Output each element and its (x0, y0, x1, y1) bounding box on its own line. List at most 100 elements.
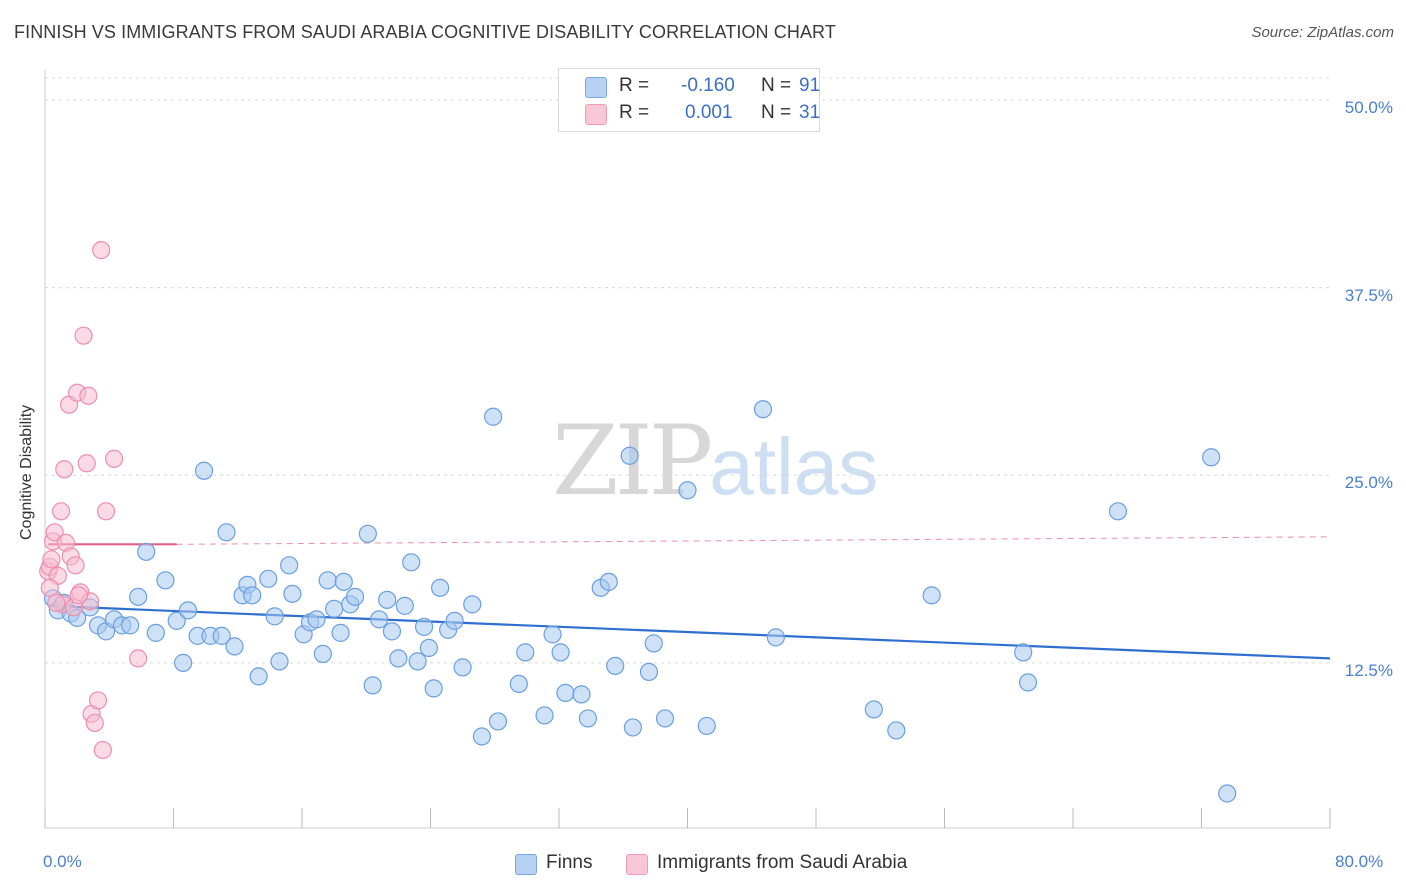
finns-point (389, 649, 408, 668)
finns-point (212, 626, 231, 645)
saudi-point (129, 649, 148, 668)
y-tick-label: 50.0% (1344, 98, 1393, 118)
saudi-point (85, 713, 104, 733)
saudi-point (69, 586, 88, 605)
correlation-legend: R = -0.160 N = 91 R = 0.001 N = 31 (558, 68, 820, 132)
finns-point (431, 578, 450, 597)
finns-point (766, 628, 785, 647)
finns-point (414, 617, 434, 636)
finns-point (217, 523, 236, 542)
saudi-point (40, 578, 59, 597)
legend-swatch-saudi (585, 104, 607, 125)
finns-point (516, 643, 535, 662)
y-tick-label: 25.0% (1344, 473, 1393, 493)
legend-swatch-finns (515, 854, 537, 875)
finns-point (922, 586, 941, 605)
gridlines (45, 77, 1330, 664)
x-tick-label-max: 80.0% (1335, 852, 1384, 871)
finns-point (137, 542, 156, 561)
saudi-point (55, 460, 74, 479)
finns-point (402, 553, 421, 572)
legend-r-label: R = (619, 75, 650, 96)
finns-point (370, 610, 389, 629)
finns-point (283, 584, 302, 603)
legend-label-saudi: Immigrants from Saudi Arabia (657, 852, 908, 873)
finns-point (259, 569, 278, 588)
saudi-point (96, 502, 116, 521)
finns-point (543, 625, 562, 644)
saudi-point (42, 550, 61, 569)
finns-point (270, 652, 289, 671)
finns-point (1108, 502, 1128, 521)
y-axis-label: Cognitive Disability (18, 404, 35, 540)
finns-point (156, 571, 175, 590)
finns-point (318, 571, 337, 590)
finns-point (225, 637, 244, 656)
finns-point (313, 644, 332, 663)
finns-point (488, 712, 508, 731)
finns-point (334, 572, 353, 591)
finns-point (167, 611, 186, 630)
finns-point (620, 446, 639, 465)
finns-point (1018, 673, 1038, 692)
finns-point (445, 611, 464, 630)
watermark-atlas: atlas (709, 422, 879, 511)
legend-n-label: N = (761, 75, 792, 96)
finns-point (345, 587, 365, 606)
finns-point (1218, 784, 1237, 803)
saudi-point (92, 241, 111, 260)
legend-r-value: 0.001 (685, 102, 733, 123)
finns-point (178, 601, 198, 620)
saudi-point (93, 740, 112, 760)
finns-point (249, 667, 268, 686)
finns-point (307, 610, 326, 629)
finns-point (243, 586, 262, 605)
chart-title: FINNISH VS IMMIGRANTS FROM SAUDI ARABIA … (14, 22, 836, 42)
finns-point (623, 718, 642, 737)
finns-point (174, 653, 193, 672)
legend-swatch-finns (585, 77, 607, 98)
finns-point (655, 709, 675, 728)
series-legend: Finns Immigrants from Saudi Arabia (0, 852, 1406, 878)
finns-point (265, 607, 284, 626)
legend-swatch-saudi (626, 854, 648, 875)
legend-n-value: 91 (799, 75, 821, 96)
axes (44, 70, 1331, 829)
legend-r-label: R = (619, 102, 650, 123)
finns-point (697, 716, 716, 736)
finns-point (535, 706, 554, 725)
legend-label-finns: Finns (546, 852, 593, 873)
finns-point (331, 623, 350, 642)
finns-point (639, 662, 659, 681)
finns-point (395, 596, 414, 615)
finns-point (753, 400, 773, 419)
finns-point (358, 524, 377, 543)
finns-point (556, 683, 575, 703)
finns-point (572, 685, 591, 704)
saudi-point (45, 523, 64, 542)
finns-point (551, 643, 570, 662)
legend-r-value: -0.160 (681, 75, 735, 96)
finns-point (484, 407, 503, 426)
data-points (39, 241, 1237, 803)
saudi-trend-extension (176, 536, 1331, 545)
finns-point (419, 638, 438, 657)
saudi-point (66, 556, 85, 575)
finns-point (378, 590, 397, 609)
saudi-point (77, 454, 96, 473)
finns-point (129, 587, 148, 606)
finns-point (463, 595, 482, 614)
saudi-point (79, 386, 98, 405)
finns-point (1014, 643, 1033, 662)
y-tick-label: 12.5% (1344, 660, 1393, 680)
finns-point (606, 656, 625, 675)
finns-point (280, 556, 299, 575)
y-tick-label: 37.5% (1344, 285, 1393, 305)
finns-point (578, 709, 598, 728)
chart-source: Source: ZipAtlas.com (1251, 24, 1394, 41)
finns-point (424, 679, 443, 698)
finns-point (509, 674, 528, 694)
finns-trend-line (48, 604, 1331, 660)
finns-point (599, 572, 618, 591)
